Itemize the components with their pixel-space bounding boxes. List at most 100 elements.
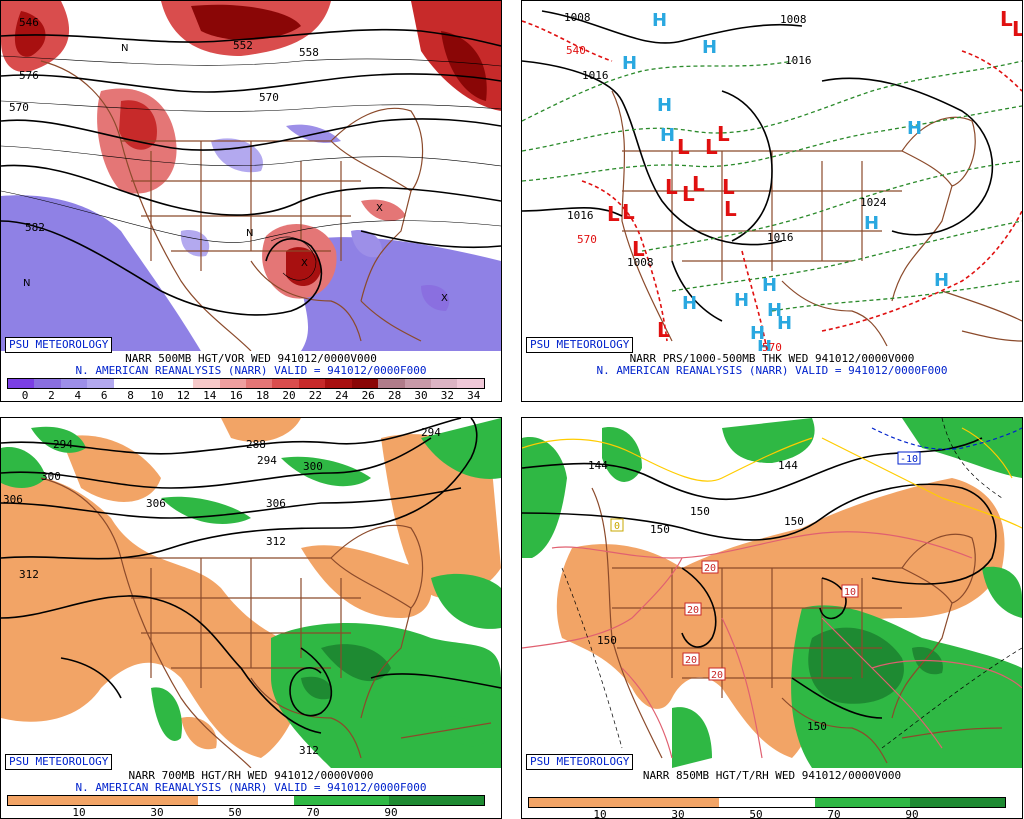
panel-subtitle: N. AMERICAN REANALYSIS (NARR) VALID = 94… (75, 781, 427, 794)
map-pressure-thickness: HHH HHH HHH HHH HHH LLL LLL LLL LLL LL 1… (522, 1, 1022, 351)
svg-text:L: L (705, 135, 718, 159)
svg-text:X: X (441, 293, 448, 304)
colorbar-ticks: 10 30 50 70 90 (528, 808, 1004, 819)
svg-text:H: H (907, 118, 922, 139)
colorbar-tick: 16 (229, 389, 243, 402)
svg-text:H: H (767, 300, 782, 321)
svg-text:L: L (665, 175, 678, 199)
svg-text:H: H (682, 293, 697, 314)
svg-text:H: H (660, 125, 675, 146)
colorbar-tick: 12 (176, 389, 191, 402)
temperature-label: 0 (614, 521, 620, 532)
svg-text:H: H (934, 270, 949, 291)
colorbar-tick: 6 (100, 389, 108, 402)
colorbar-tick: 30 (150, 806, 164, 819)
panel-title: NARR 500MB HGT/VOR WED 941012/0000V000 (125, 352, 377, 365)
contour-label: 312 (266, 535, 286, 548)
contour-label: 1008 (780, 13, 807, 26)
colorbar-tick: 4 (74, 389, 82, 402)
svg-text:L: L (722, 175, 735, 199)
panel-700mb-rh: 294 300 306 312 288 294 300 306 312 294 … (0, 417, 502, 819)
panel-subtitle: N. AMERICAN REANALYSIS (NARR) VALID = 94… (596, 364, 948, 377)
colorbar-rh (528, 797, 1006, 808)
svg-text:L: L (657, 318, 670, 342)
panel-subtitle: N. AMERICAN REANALYSIS (NARR) VALID = 94… (75, 364, 427, 377)
svg-text:L: L (682, 182, 695, 206)
colorbar-ticks: 0 2 4 6 8 10 12 14 16 18 20 22 24 26 28 30 32 34 (7, 389, 483, 401)
map-700mb: 294 300 306 312 288 294 300 306 312 294 … (1, 418, 501, 768)
svg-text:L: L (724, 197, 737, 221)
colorbar-swatch (325, 379, 352, 388)
colorbar-tick: 26 (361, 389, 375, 402)
contour-label: 570 (259, 91, 279, 104)
colorbar-tick: 22 (308, 389, 323, 402)
contour-label: 1008 (627, 256, 654, 269)
contour-label: 312 (299, 744, 319, 757)
contour-label: 570 (9, 101, 29, 114)
colorbar-swatch (431, 379, 458, 388)
contour-label: 300 (41, 470, 61, 483)
colorbar-tick: 70 (827, 808, 841, 819)
panel-pressure-thickness: HHH HHH HHH HHH HHH LLL LLL LLL LLL LL 1… (521, 0, 1023, 402)
colorbar-tick: 90 (384, 806, 398, 819)
temperature-label: 20 (685, 655, 697, 666)
contour-label: 306 (3, 493, 23, 506)
contour-label: 144 (588, 459, 608, 472)
svg-text:306: 306 (266, 497, 286, 510)
colorbar-tick: 28 (387, 389, 402, 402)
svg-text:H: H (622, 53, 637, 74)
colorbar-tick: 24 (335, 389, 349, 402)
contour-label: 150 (597, 634, 617, 647)
map-500mb: 546 552 570 576 558 582 570 N N N X X X (1, 1, 501, 351)
svg-text:L: L (1000, 7, 1013, 31)
svg-text:H: H (702, 37, 717, 58)
contour-label: 312 (19, 568, 39, 581)
colorbar-swatch (298, 379, 326, 388)
colorbar-tick: 0 (21, 389, 29, 402)
svg-text:L: L (1012, 17, 1022, 41)
contour-label: 576 (19, 69, 39, 82)
thickness-label: 570 (762, 341, 782, 351)
contour-label: 552 (233, 39, 253, 52)
svg-text:N: N (246, 228, 253, 239)
temperature-label: 20 (704, 563, 716, 574)
contour-label: 582 (25, 221, 45, 234)
contour-label: 1016 (582, 69, 609, 82)
branding-badge: PSU METEOROLOGY (5, 337, 113, 353)
contour-label: 288 (246, 438, 266, 451)
svg-text:L: L (622, 200, 635, 224)
svg-text:L: L (717, 122, 730, 146)
temperature-label: -10 (900, 454, 918, 465)
colorbar-rh (7, 795, 485, 806)
colorbar-tick: 14 (203, 389, 217, 402)
svg-text:H: H (657, 95, 672, 116)
colorbar-tick: 8 (127, 389, 134, 402)
svg-text:L: L (607, 202, 620, 226)
panel-title: NARR 850MB HGT/T/RH WED 941012/0000V000 (642, 769, 902, 782)
colorbar-tick: 30 (671, 808, 685, 819)
panel-500mb-vorticity: 546 552 570 576 558 582 570 N N N X X X PSU … (0, 0, 502, 402)
contour-label: 150 (807, 720, 827, 733)
svg-text:X: X (301, 258, 308, 269)
contour-label: 306 (146, 497, 166, 510)
colorbar-swatch (113, 379, 141, 388)
colorbar-swatch (8, 379, 35, 388)
svg-text:H: H (777, 313, 792, 334)
colorbar-tick: 50 (228, 806, 242, 819)
svg-text:H: H (864, 213, 879, 234)
contour-label: 1016 (767, 231, 794, 244)
temperature-label: 20 (687, 605, 699, 616)
colorbar-swatch (87, 379, 114, 388)
contour-label: 294 (257, 454, 277, 467)
svg-text:L: L (632, 237, 645, 261)
contour-label: 1008 (564, 11, 591, 24)
branding-badge: PSU METEOROLOGY (526, 337, 634, 353)
contour-label: 1024 (860, 196, 887, 209)
colorbar-vorticity (7, 378, 485, 389)
contour-label: 558 (299, 46, 319, 59)
branding-badge: PSU METEOROLOGY (5, 754, 113, 770)
colorbar-swatch (34, 379, 61, 388)
svg-text:L: L (692, 172, 705, 196)
colorbar-swatch (272, 379, 299, 388)
colorbar-tick: 20 (282, 389, 296, 402)
